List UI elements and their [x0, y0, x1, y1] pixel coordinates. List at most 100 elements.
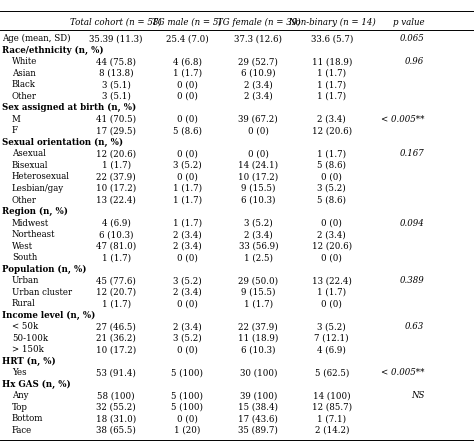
Text: 10 (17.2): 10 (17.2) [96, 345, 136, 354]
Text: 30 (100): 30 (100) [239, 368, 277, 377]
Text: Face: Face [12, 426, 32, 435]
Text: 3 (5.2): 3 (5.2) [173, 334, 201, 343]
Text: 1 (7.1): 1 (7.1) [317, 414, 346, 423]
Text: 6 (10.3): 6 (10.3) [241, 195, 275, 205]
Text: Population (n, %): Population (n, %) [2, 265, 87, 274]
Text: 35 (89.7): 35 (89.7) [238, 426, 278, 435]
Text: 0 (0): 0 (0) [177, 299, 198, 308]
Text: 1 (1.7): 1 (1.7) [101, 161, 131, 170]
Text: 13 (22.4): 13 (22.4) [96, 195, 136, 205]
Text: 3 (5.2): 3 (5.2) [173, 161, 201, 170]
Text: 0.63: 0.63 [405, 322, 424, 331]
Text: South: South [12, 253, 37, 262]
Text: 14 (24.1): 14 (24.1) [238, 161, 278, 170]
Text: 4 (6.8): 4 (6.8) [173, 57, 202, 66]
Text: Heterosexual: Heterosexual [12, 172, 70, 182]
Text: Other: Other [12, 92, 37, 101]
Text: 0 (0): 0 (0) [177, 149, 198, 158]
Text: 2 (3.4): 2 (3.4) [244, 92, 273, 101]
Text: 58 (100): 58 (100) [97, 391, 135, 400]
Text: 5 (100): 5 (100) [171, 403, 203, 412]
Text: 6 (10.9): 6 (10.9) [241, 69, 276, 78]
Text: Age (mean, SD): Age (mean, SD) [2, 34, 71, 43]
Text: 2 (14.2): 2 (14.2) [315, 426, 349, 435]
Text: 12 (20.7): 12 (20.7) [96, 288, 136, 297]
Text: Midwest: Midwest [12, 218, 49, 228]
Text: < 0.005**: < 0.005** [381, 368, 424, 377]
Text: 13 (22.4): 13 (22.4) [312, 276, 352, 285]
Text: 1 (1.7): 1 (1.7) [173, 184, 202, 193]
Text: 0 (0): 0 (0) [321, 299, 342, 308]
Text: 1 (1.7): 1 (1.7) [317, 288, 346, 297]
Text: F: F [12, 126, 18, 135]
Text: 44 (75.8): 44 (75.8) [96, 57, 136, 66]
Text: 0 (0): 0 (0) [177, 115, 198, 124]
Text: Sex assigned at birth (n, %): Sex assigned at birth (n, %) [2, 103, 137, 112]
Text: Other: Other [12, 195, 37, 205]
Text: 29 (52.7): 29 (52.7) [238, 57, 278, 66]
Text: 1 (1.7): 1 (1.7) [317, 69, 346, 78]
Text: 0 (0): 0 (0) [248, 149, 269, 158]
Text: 1 (1.7): 1 (1.7) [317, 92, 346, 101]
Text: 0.96: 0.96 [405, 57, 424, 66]
Text: 5 (8.6): 5 (8.6) [317, 161, 346, 170]
Text: < 0.005**: < 0.005** [381, 115, 424, 124]
Text: 2 (3.4): 2 (3.4) [173, 242, 201, 251]
Text: 0 (0): 0 (0) [177, 345, 198, 354]
Text: 17 (29.5): 17 (29.5) [96, 126, 136, 135]
Text: 2 (3.4): 2 (3.4) [173, 230, 201, 239]
Text: 1 (1.7): 1 (1.7) [101, 299, 131, 308]
Text: 5 (8.6): 5 (8.6) [173, 126, 202, 135]
Text: 1 (1.7): 1 (1.7) [317, 149, 346, 158]
Text: 1 (1.7): 1 (1.7) [317, 80, 346, 89]
Text: 0 (0): 0 (0) [177, 172, 198, 182]
Text: NS: NS [411, 391, 424, 400]
Text: 22 (37.9): 22 (37.9) [96, 172, 136, 182]
Text: 22 (37.9): 22 (37.9) [238, 322, 278, 331]
Text: Rural: Rural [12, 299, 36, 308]
Text: 2 (3.4): 2 (3.4) [244, 80, 273, 89]
Text: 1 (2.5): 1 (2.5) [244, 253, 273, 262]
Text: 1 (1.7): 1 (1.7) [101, 253, 131, 262]
Text: 39 (67.2): 39 (67.2) [238, 115, 278, 124]
Text: 3 (5.2): 3 (5.2) [318, 184, 346, 193]
Text: 12 (85.7): 12 (85.7) [312, 403, 352, 412]
Text: 50-100k: 50-100k [12, 334, 48, 343]
Text: 15 (38.4): 15 (38.4) [238, 403, 278, 412]
Text: 3 (5.2): 3 (5.2) [244, 218, 273, 228]
Text: 27 (46.5): 27 (46.5) [96, 322, 136, 331]
Text: 45 (77.6): 45 (77.6) [96, 276, 136, 285]
Text: 0 (0): 0 (0) [177, 80, 198, 89]
Text: Total cohort (n = 58): Total cohort (n = 58) [70, 18, 162, 27]
Text: 2 (3.4): 2 (3.4) [244, 230, 273, 239]
Text: 0.389: 0.389 [400, 276, 424, 285]
Text: 2 (3.4): 2 (3.4) [173, 288, 201, 297]
Text: 41 (70.5): 41 (70.5) [96, 115, 136, 124]
Text: 53 (91.4): 53 (91.4) [96, 368, 136, 377]
Text: 8 (13.8): 8 (13.8) [99, 69, 134, 78]
Text: 14 (100): 14 (100) [313, 391, 351, 400]
Text: 2 (3.4): 2 (3.4) [318, 230, 346, 239]
Text: 21 (36.2): 21 (36.2) [96, 334, 136, 343]
Text: 1 (20): 1 (20) [174, 426, 201, 435]
Text: Asexual: Asexual [12, 149, 46, 158]
Text: 2 (3.4): 2 (3.4) [173, 322, 201, 331]
Text: 6 (10.3): 6 (10.3) [99, 230, 133, 239]
Text: 0 (0): 0 (0) [248, 126, 269, 135]
Text: 33.6 (5.7): 33.6 (5.7) [310, 34, 353, 43]
Text: 5 (8.6): 5 (8.6) [317, 195, 346, 205]
Text: 4 (6.9): 4 (6.9) [102, 218, 130, 228]
Text: p value: p value [392, 18, 424, 27]
Text: 11 (18.9): 11 (18.9) [238, 334, 279, 343]
Text: Region (n, %): Region (n, %) [2, 207, 68, 216]
Text: 5 (62.5): 5 (62.5) [315, 368, 349, 377]
Text: Bisexual: Bisexual [12, 161, 48, 170]
Text: Black: Black [12, 80, 36, 89]
Text: 37.3 (12.6): 37.3 (12.6) [234, 34, 283, 43]
Text: Race/ethnicity (n, %): Race/ethnicity (n, %) [2, 46, 104, 55]
Text: Any: Any [12, 391, 28, 400]
Text: 5 (100): 5 (100) [171, 368, 203, 377]
Text: TG male (n = 5): TG male (n = 5) [152, 18, 222, 27]
Text: 3 (5.2): 3 (5.2) [318, 322, 346, 331]
Text: 12 (20.6): 12 (20.6) [96, 149, 136, 158]
